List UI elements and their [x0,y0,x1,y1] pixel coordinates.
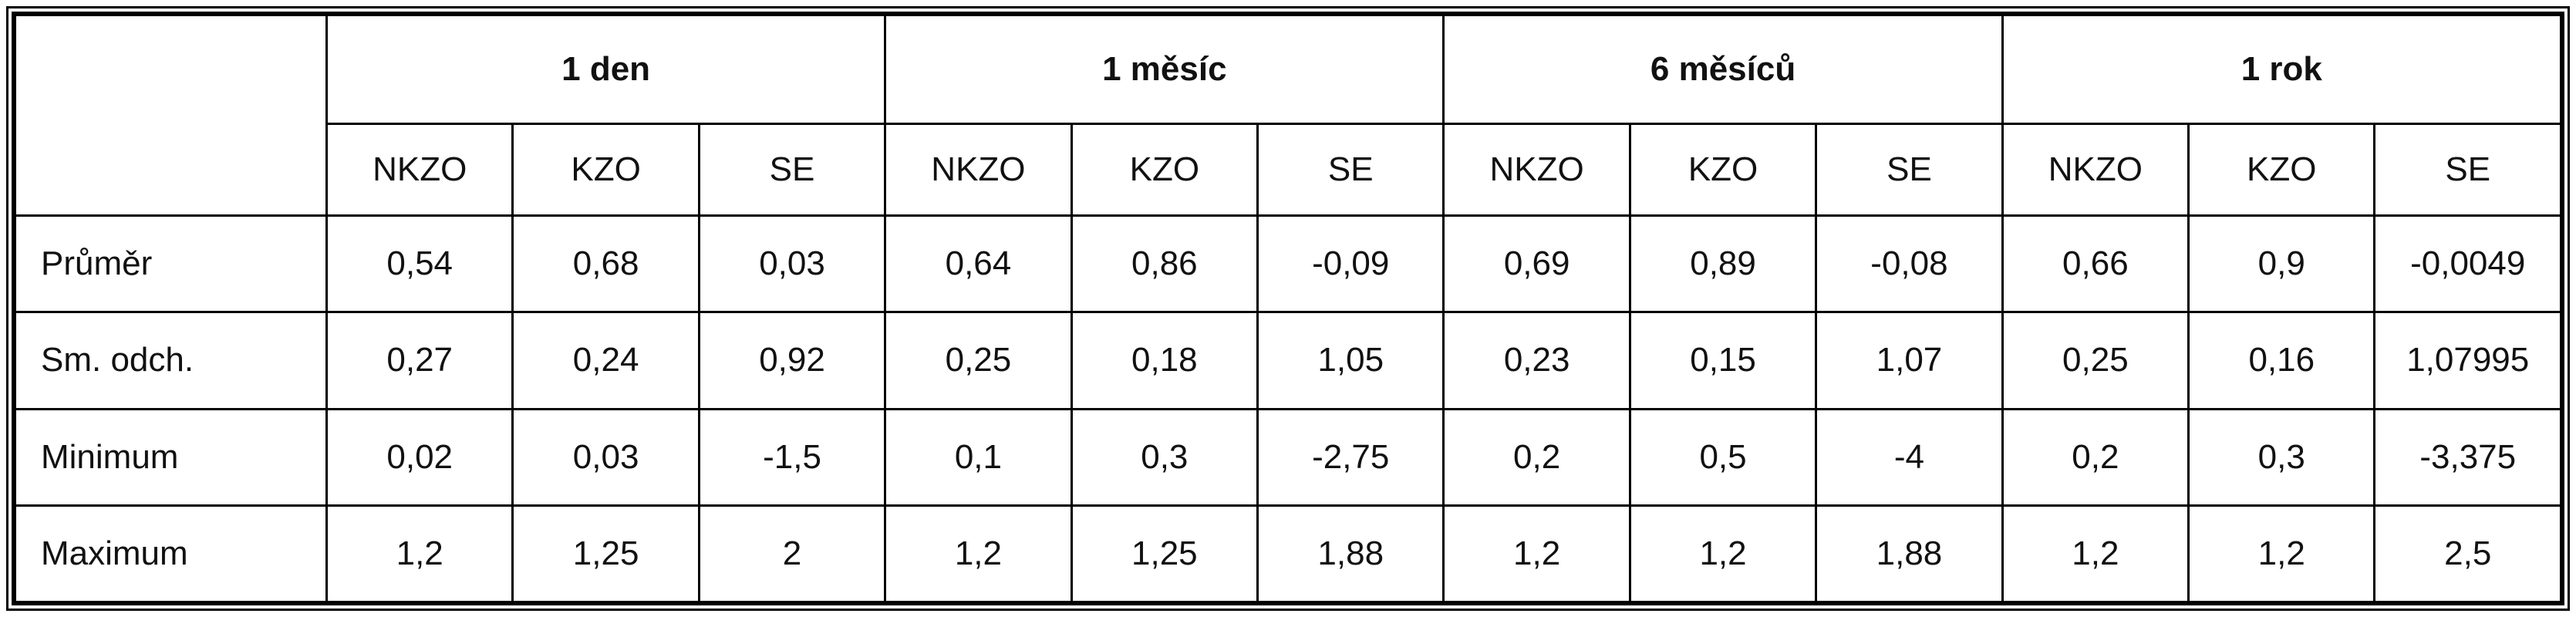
value-cell: -0,09 [1256,214,1445,314]
value-cell: 0,3 [1070,407,1259,507]
subcolumn-header: KZO [1070,123,1259,217]
subcolumn-header: NKZO [884,123,1073,217]
value-cell: 0,03 [511,407,700,507]
data-row: Maximum 1,2 1,25 2 1,2 1,25 1,88 1,2 1,2 1,88 1,2 1… [14,504,2562,604]
subcolumn-header: NKZO [325,123,514,217]
value-cell: 0,25 [2001,311,2190,410]
statistics-table: 1 den 1 měsíc 6 měsíců 1 rok NKZO KZO SE NKZO KZ… [14,14,2563,604]
value-cell: 0,03 [697,214,887,314]
subcolumn-header: SE [1815,123,2004,217]
value-cell: 0,25 [884,311,1073,410]
value-cell: 1,25 [1070,504,1259,604]
value-cell: 0,02 [325,407,514,507]
value-cell: 0,15 [1628,311,1818,410]
subcolumn-header: KZO [2187,123,2376,217]
row-label: Průměr [14,214,328,314]
value-cell: 0,2 [2001,407,2190,507]
data-row: Sm. odch. 0,27 0,24 0,92 0,25 0,18 1,05 0,23 0,1… [14,311,2562,410]
subcolumn-header: SE [2373,123,2562,217]
group-header: 6 měsíců [1442,14,2004,125]
row-label: Maximum [14,504,328,604]
value-cell: -4 [1815,407,2004,507]
group-header: 1 měsíc [884,14,1445,125]
value-cell: 1,2 [1442,504,1631,604]
value-cell: 1,2 [884,504,1073,604]
value-cell: -2,75 [1256,407,1445,507]
value-cell: 1,25 [511,504,700,604]
value-cell: 0,89 [1628,214,1818,314]
value-cell: 0,23 [1442,311,1631,410]
subheader-row: NKZO KZO SE NKZO KZO SE NKZO KZO SE NKZO KZO SE [15,123,2562,217]
value-cell: 0,1 [884,407,1073,507]
subcolumn-header: NKZO [1442,123,1631,217]
value-cell: 1,2 [2187,504,2376,604]
value-cell: 0,92 [697,311,887,410]
value-cell: 0,24 [511,311,700,410]
subcolumn-header: KZO [511,123,700,217]
subcolumn-header: SE [1256,123,1445,217]
row-label: Minimum [14,407,328,507]
data-row: Minimum 0,02 0,03 -1,5 0,1 0,3 -2,75 0,2 0,5 -4 0,… [14,407,2562,507]
group-header: 1 rok [2001,14,2563,125]
value-cell: 2 [697,504,887,604]
value-cell: 1,07 [1815,311,2004,410]
value-cell: 0,86 [1070,214,1259,314]
value-cell: -0,0049 [2373,214,2562,314]
value-cell: 1,2 [2001,504,2190,604]
value-cell: 1,07995 [2373,311,2562,410]
value-cell: 0,9 [2187,214,2376,314]
value-cell: 1,88 [1815,504,2004,604]
value-cell: 0,54 [325,214,514,314]
value-cell: -1,5 [697,407,887,507]
row-label: Sm. odch. [14,311,328,410]
value-cell: -3,375 [2373,407,2562,507]
value-cell: 0,68 [511,214,700,314]
corner-cell [14,14,328,217]
value-cell: 1,05 [1256,311,1445,410]
value-cell: 0,18 [1070,311,1259,410]
value-cell: 1,2 [1628,504,1818,604]
value-cell: 0,27 [325,311,514,410]
value-cell: 0,66 [2001,214,2190,314]
value-cell: -0,08 [1815,214,2004,314]
data-row: Průměr 0,54 0,68 0,03 0,64 0,86 -0,09 0,69 0,89-… [14,214,2562,314]
table-frame: 1 den 1 měsíc 6 měsíců 1 rok NKZO KZO SE NKZO KZ… [6,6,2570,611]
value-cell: 2,5 [2373,504,2562,604]
value-cell: 0,5 [1628,407,1818,507]
value-cell: 0,16 [2187,311,2376,410]
value-cell: 0,2 [1442,407,1631,507]
value-cell: 0,69 [1442,214,1631,314]
subcolumn-header: NKZO [2001,123,2190,217]
value-cell: 0,3 [2187,407,2376,507]
header-row: 1 den 1 měsíc 6 měsíců 1 rok [14,14,2563,217]
value-cell: 0,64 [884,214,1073,314]
subcolumn-header: SE [697,123,887,217]
subcolumn-header: KZO [1628,123,1818,217]
group-header: 1 den [325,14,887,125]
value-cell: 1,88 [1256,504,1445,604]
value-cell: 1,2 [325,504,514,604]
